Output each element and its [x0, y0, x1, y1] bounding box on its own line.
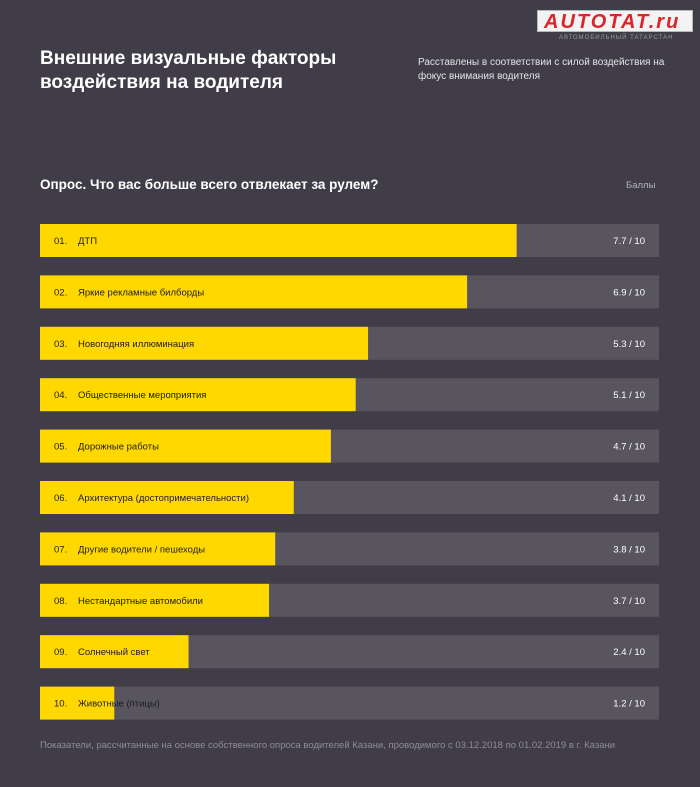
bar-number: 02.: [54, 287, 67, 298]
bar-label: Животные (птицы): [78, 699, 160, 710]
bar-label: Другие водители / пешеходы: [78, 544, 205, 555]
bar: [40, 378, 356, 412]
bar: [40, 532, 276, 566]
logo-box: AUTOTAT.ru: [537, 10, 693, 32]
bar-label: Солнечный свет: [78, 647, 150, 658]
bar-number: 06.: [54, 493, 67, 504]
bar-track: [40, 686, 659, 720]
bar-number: 10.: [54, 699, 67, 710]
bar-label: Общественные мероприятия: [78, 390, 206, 401]
value-label: 7.7 / 10: [613, 236, 645, 247]
bar-number: 07.: [54, 544, 67, 555]
bar-label: Новогодняя иллюминация: [78, 339, 194, 350]
footnote: Показатели, рассчитанные на основе собст…: [40, 740, 616, 751]
bar-number: 05.: [54, 442, 67, 453]
bar-label: Нестандартные автомобили: [78, 596, 203, 607]
bar-number: 03.: [54, 339, 67, 350]
value-label: 6.9 / 10: [613, 287, 645, 298]
value-label: 4.7 / 10: [613, 442, 645, 453]
bar-row: 04. Общественные мероприятия 5.1 / 10: [40, 378, 659, 412]
chart-subtitle: Расставлены в соответствии с силой возде…: [418, 57, 665, 82]
bar: [40, 635, 189, 669]
bar-row: 07. Другие водители / пешеходы 3.8 / 10: [40, 532, 659, 566]
bar-row: 09. Солнечный свет 2.4 / 10: [40, 635, 659, 669]
value-label: 1.2 / 10: [613, 699, 645, 710]
logo-text: AUTOTAT.ru: [544, 11, 681, 33]
bar: [40, 583, 270, 617]
chart-title: Внешние визуальные факторы воздействия н…: [40, 48, 337, 93]
value-label: 5.1 / 10: [613, 390, 645, 401]
bar-chart: 01. ДТП 7.7 / 10 02. Яркие рекламные билборд…: [40, 224, 659, 720]
bar: [40, 275, 468, 309]
autotat-logo: AUTOTAT.ru АВТОМОБИЛЬНЫЙ ТАТАРСТАН: [537, 10, 693, 44]
bar-label: Яркие рекламные билборды: [78, 287, 204, 298]
bar-row: 10. Животные (птицы) 1.2 / 10: [40, 686, 659, 720]
bar-label: ДТП: [78, 236, 97, 247]
value-label: 5.3 / 10: [613, 339, 645, 350]
bar-label: Дорожные работы: [78, 442, 159, 453]
unit-label: Баллы: [626, 180, 656, 191]
bar-number: 09.: [54, 647, 67, 658]
survey-question: Опрос. Что вас больше всего отвлекает за…: [40, 177, 379, 192]
bar-number: 08.: [54, 596, 67, 607]
value-label: 4.1 / 10: [613, 493, 645, 504]
bar-row: 03. Новогодняя иллюминация 5.3 / 10: [40, 326, 659, 360]
bar: [40, 429, 331, 463]
bar-label: Архитектура (достопримечательности): [78, 493, 249, 504]
bar-row: 06. Архитектура (достопримечательности) 4.…: [40, 481, 659, 514]
bar-row: 02. Яркие рекламные билборды 6.9 / 10: [40, 275, 659, 309]
value-label: 2.4 / 10: [613, 647, 645, 658]
bar-number: 01.: [54, 236, 67, 247]
value-label: 3.8 / 10: [613, 544, 645, 555]
bar: [40, 481, 294, 514]
bar: [40, 224, 517, 257]
bar-row: 05. Дорожные работы 4.7 / 10: [40, 429, 659, 463]
bar-row: 01. ДТП 7.7 / 10: [40, 224, 659, 257]
bar-number: 04.: [54, 390, 67, 401]
logo-tagline: АВТОМОБИЛЬНЫЙ ТАТАРСТАН: [559, 35, 674, 41]
value-label: 3.7 / 10: [613, 596, 645, 607]
bar: [40, 326, 369, 360]
bar: [40, 686, 115, 720]
bar-row: 08. Нестандартные автомобили 3.7 / 10: [40, 583, 659, 617]
